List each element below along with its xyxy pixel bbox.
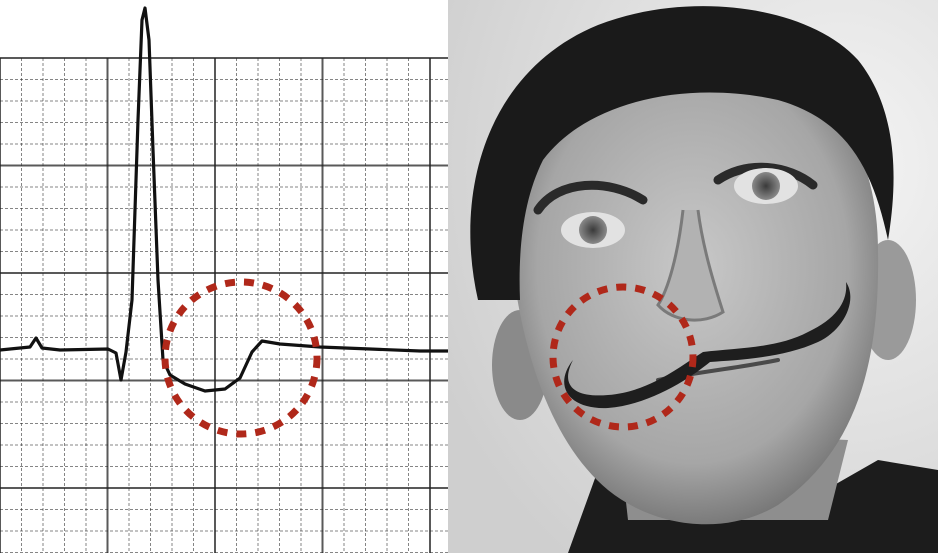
t-wave-highlight-circle (165, 282, 317, 434)
ecg-grid (0, 58, 448, 553)
right-iris (752, 172, 780, 200)
portrait-photo-panel (448, 0, 938, 553)
ecg-trace (0, 8, 448, 391)
portrait-photo (448, 0, 938, 553)
left-iris (579, 216, 607, 244)
ecg-strip (0, 0, 448, 553)
ecg-strip-panel (0, 0, 448, 553)
